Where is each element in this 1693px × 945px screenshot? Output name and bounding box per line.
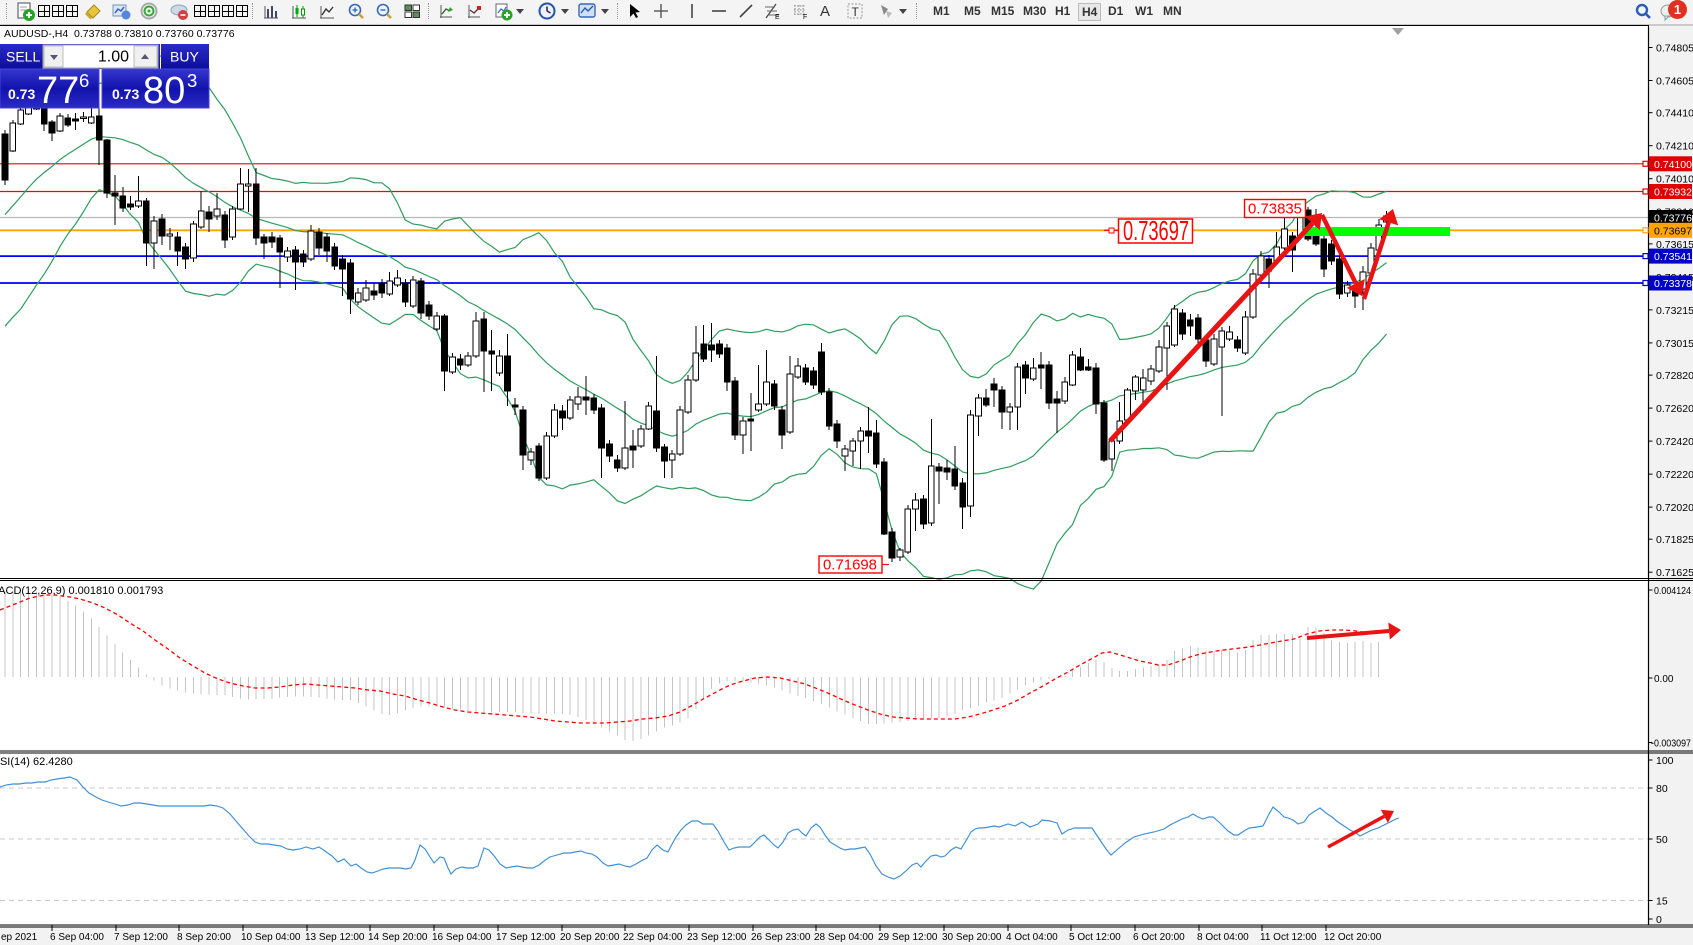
svg-text:0.73541: 0.73541 (1654, 251, 1692, 263)
svg-text:0.74605: 0.74605 (1656, 76, 1693, 88)
svg-text:0.00: 0.00 (1654, 674, 1674, 685)
svg-text:0.73: 0.73 (112, 86, 139, 102)
svg-text:17 Sep 12:00: 17 Sep 12:00 (496, 932, 556, 943)
svg-text:0.72020: 0.72020 (1656, 502, 1693, 514)
svg-text:23 Sep 12:00: 23 Sep 12:00 (687, 932, 747, 943)
svg-text:T: T (852, 5, 860, 19)
svg-text:80: 80 (143, 70, 185, 112)
svg-text:F: F (803, 14, 807, 21)
svg-text:6: 6 (79, 70, 89, 91)
svg-text:6 Sep 04:00: 6 Sep 04:00 (50, 932, 104, 943)
svg-text:77: 77 (37, 70, 79, 112)
svg-text:0.71698: 0.71698 (823, 557, 877, 574)
svg-text:0.71625: 0.71625 (1656, 567, 1693, 579)
svg-text:0.72820: 0.72820 (1656, 370, 1693, 382)
svg-text:0.74010: 0.74010 (1656, 174, 1693, 186)
svg-text:0.73776: 0.73776 (1654, 213, 1692, 225)
svg-text:0.74410: 0.74410 (1656, 108, 1693, 120)
svg-text:100: 100 (1656, 755, 1674, 767)
svg-text:6 Oct 20:00: 6 Oct 20:00 (1133, 932, 1185, 943)
svg-text:8 Sep 20:00: 8 Sep 20:00 (177, 932, 231, 943)
svg-text:80: 80 (1656, 783, 1668, 795)
svg-text:0.72220: 0.72220 (1656, 469, 1693, 481)
svg-text:10 Sep 04:00: 10 Sep 04:00 (241, 932, 301, 943)
svg-text:5 Oct 12:00: 5 Oct 12:00 (1069, 932, 1121, 943)
svg-text:15: 15 (1656, 896, 1668, 908)
svg-text:0: 0 (1656, 914, 1662, 926)
svg-text:0.73697: 0.73697 (1654, 225, 1692, 237)
svg-text:4 Oct 04:00: 4 Oct 04:00 (1006, 932, 1058, 943)
svg-text:E: E (775, 14, 780, 21)
svg-text:0.72420: 0.72420 (1656, 436, 1693, 448)
svg-text:0.73215: 0.73215 (1656, 305, 1693, 317)
svg-text:0.72620: 0.72620 (1656, 403, 1693, 415)
svg-text:30 Sep 20:00: 30 Sep 20:00 (942, 932, 1002, 943)
svg-text:AUDUSD-,H4 0.73788 0.73810 0.: AUDUSD-,H4 0.73788 0.73810 0.73760 0.737… (4, 28, 235, 40)
svg-text:0.73697: 0.73697 (1123, 215, 1189, 246)
svg-text:RSI(14) 62.4280: RSI(14) 62.4280 (0, 756, 73, 768)
svg-text:13 Sep 12:00: 13 Sep 12:00 (305, 932, 365, 943)
svg-text:0.73615: 0.73615 (1656, 239, 1693, 251)
svg-text:0.73378: 0.73378 (1654, 278, 1692, 290)
svg-text:-0.003097: -0.003097 (1651, 739, 1691, 750)
svg-text:22 Sep 04:00: 22 Sep 04:00 (623, 932, 683, 943)
svg-text:7 Sep 12:00: 7 Sep 12:00 (114, 932, 168, 943)
svg-text:BUY: BUY (170, 49, 199, 65)
svg-text:28 Sep 04:00: 28 Sep 04:00 (814, 932, 874, 943)
svg-text:29 Sep 12:00: 29 Sep 12:00 (878, 932, 938, 943)
svg-text:MACD(12,26,9) 0.001810 0.00179: MACD(12,26,9) 0.001810 0.001793 (0, 585, 163, 597)
svg-text:1.00: 1.00 (98, 49, 129, 66)
svg-text:SELL: SELL (6, 49, 40, 65)
svg-text:12 Oct 20:00: 12 Oct 20:00 (1324, 932, 1382, 943)
svg-text:50: 50 (1656, 834, 1668, 846)
svg-text:26 Sep 23:00: 26 Sep 23:00 (751, 932, 811, 943)
svg-text:14 Sep 20:00: 14 Sep 20:00 (368, 932, 428, 943)
svg-text:11 Oct 12:00: 11 Oct 12:00 (1260, 932, 1317, 943)
svg-text:8 Oct 04:00: 8 Oct 04:00 (1197, 932, 1249, 943)
svg-text:0.004124: 0.004124 (1654, 586, 1691, 597)
svg-text:0.73835: 0.73835 (1248, 201, 1302, 218)
svg-text:0.73: 0.73 (8, 86, 35, 102)
svg-text:0.71825: 0.71825 (1656, 534, 1693, 546)
svg-text:0.73015: 0.73015 (1656, 338, 1693, 350)
svg-text:0.74100: 0.74100 (1654, 159, 1692, 171)
svg-text:20 Sep 20:00: 20 Sep 20:00 (560, 932, 620, 943)
svg-text:0.74210: 0.74210 (1656, 141, 1693, 153)
svg-text:16 Sep 04:00: 16 Sep 04:00 (432, 932, 492, 943)
svg-text:3: 3 (187, 70, 197, 91)
svg-text:0.74805: 0.74805 (1656, 43, 1693, 55)
svg-text:ep 2021: ep 2021 (1, 932, 38, 943)
svg-text:0.73932: 0.73932 (1654, 187, 1692, 199)
